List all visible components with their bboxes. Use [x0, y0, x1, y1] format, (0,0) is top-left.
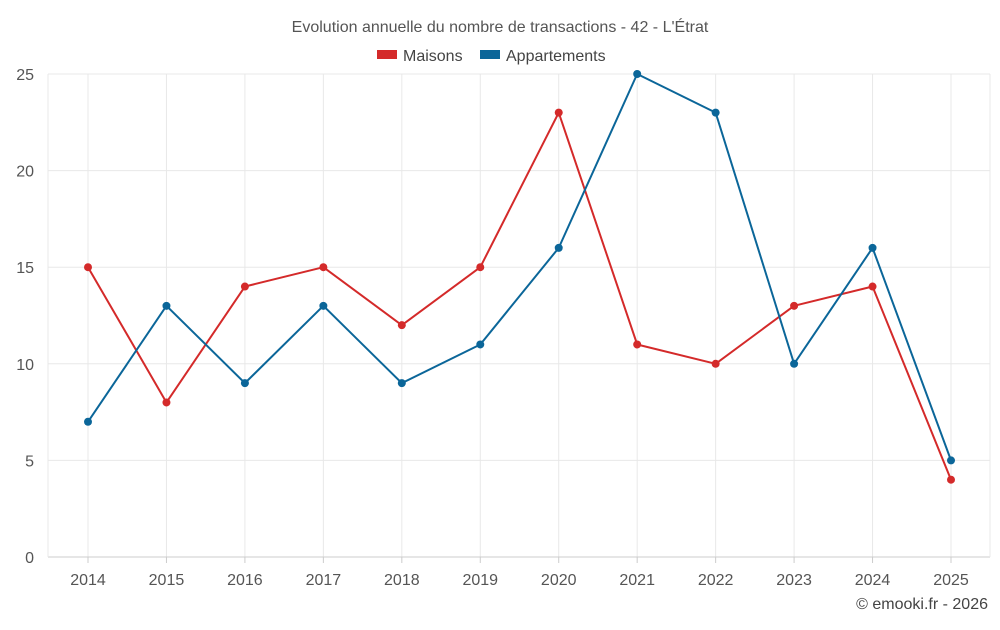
- x-tick-label: 2024: [855, 572, 891, 589]
- data-point-appartements[interactable]: [790, 359, 799, 368]
- x-tick-label: 2014: [70, 572, 106, 589]
- x-tick-label: 2023: [776, 572, 812, 589]
- data-point-maisons[interactable]: [790, 301, 799, 310]
- legend-label-appartements: Appartements: [506, 48, 606, 65]
- y-tick-label: 0: [25, 550, 34, 567]
- y-tick-label: 25: [16, 67, 34, 84]
- grid: [48, 73, 990, 557]
- y-tick-label: 10: [16, 357, 34, 374]
- x-tick-label: 2018: [384, 572, 420, 589]
- data-point-appartements[interactable]: [554, 243, 563, 252]
- series-appartements: [84, 70, 955, 465]
- chart-title: Evolution annuelle du nombre de transact…: [292, 17, 709, 36]
- y-tick-label: 5: [25, 453, 34, 470]
- data-point-maisons[interactable]: [397, 321, 406, 330]
- x-tick-label: 2020: [541, 572, 577, 589]
- data-point-appartements[interactable]: [397, 379, 406, 388]
- data-point-maisons[interactable]: [476, 263, 485, 272]
- x-tick-label: 2025: [933, 572, 969, 589]
- data-point-appartements[interactable]: [476, 340, 485, 349]
- series: [84, 70, 955, 484]
- legend[interactable]: Maisons Appartements: [377, 48, 606, 65]
- legend-item-appartements[interactable]: Appartements: [480, 48, 606, 65]
- series-line-maisons: [87, 111, 952, 481]
- data-point-appartements[interactable]: [947, 456, 955, 465]
- series-maisons: [84, 108, 955, 484]
- legend-swatch-appartements: [480, 50, 500, 59]
- data-point-appartements[interactable]: [711, 108, 720, 117]
- data-point-maisons[interactable]: [84, 263, 92, 272]
- data-point-maisons[interactable]: [554, 108, 563, 117]
- data-point-appartements[interactable]: [240, 379, 249, 388]
- x-tick-label: 2022: [698, 572, 734, 589]
- legend-label-maisons: Maisons: [403, 48, 463, 65]
- x-tick-label: 2021: [619, 572, 655, 589]
- credit-text: © emooki.fr - 2026: [856, 596, 988, 613]
- data-point-maisons[interactable]: [162, 398, 171, 407]
- y-tick-label: 15: [16, 260, 34, 277]
- data-point-maisons[interactable]: [868, 282, 877, 291]
- data-point-appartements[interactable]: [868, 243, 877, 252]
- data-point-maisons[interactable]: [240, 282, 249, 291]
- series-line-appartements: [87, 73, 952, 461]
- data-point-maisons[interactable]: [319, 263, 328, 272]
- x-tick-label: 2017: [306, 572, 342, 589]
- data-point-maisons[interactable]: [711, 359, 720, 368]
- y-tick-label: 20: [16, 164, 34, 181]
- x-tick-label: 2015: [149, 572, 185, 589]
- legend-item-maisons[interactable]: Maisons: [377, 48, 463, 65]
- legend-swatch-maisons: [377, 50, 397, 59]
- data-point-maisons[interactable]: [947, 475, 955, 484]
- x-tick-label: 2016: [227, 572, 263, 589]
- data-point-appartements[interactable]: [84, 417, 92, 426]
- data-point-appartements[interactable]: [162, 301, 171, 310]
- data-point-maisons[interactable]: [633, 340, 642, 349]
- x-tick-label: 2019: [462, 572, 498, 589]
- data-point-appartements[interactable]: [319, 301, 328, 310]
- data-point-appartements[interactable]: [633, 70, 642, 78]
